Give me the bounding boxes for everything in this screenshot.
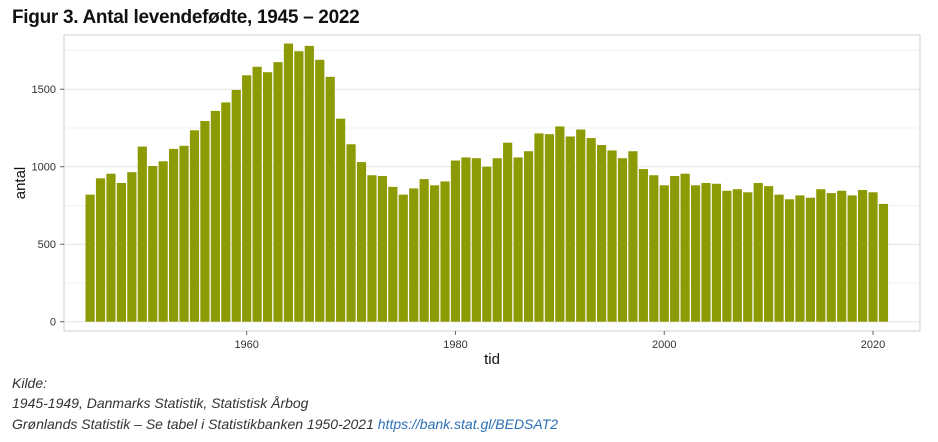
bar-1970	[346, 144, 356, 322]
x-tick-label: 2020	[861, 339, 885, 351]
bar-1968	[325, 76, 335, 322]
x-tick-label: 1960	[234, 339, 258, 351]
bar-1980	[450, 160, 461, 322]
bar-1958	[221, 102, 231, 322]
bar-1989	[544, 134, 555, 322]
bar-1969	[336, 118, 346, 322]
y-tick-label: 0	[50, 317, 56, 329]
x-tick-label: 2000	[652, 339, 676, 351]
source-label: Kilde:	[12, 375, 48, 391]
bar-1986	[513, 157, 523, 322]
bar-1957	[210, 110, 220, 322]
bar-1959	[231, 90, 241, 322]
y-tick-label: 500	[38, 239, 56, 251]
bar-2004	[701, 183, 711, 322]
y-axis-label: antal	[12, 167, 29, 200]
bar-1981	[461, 157, 471, 322]
bar-1948	[116, 183, 127, 322]
bar-chart: 0 500 1000 1500 1960 1980 2000 2020 tid antal	[12, 34, 921, 368]
bar-1966	[304, 45, 314, 322]
bar-1993	[586, 138, 596, 322]
bar-2003	[690, 185, 701, 322]
bar-1963	[273, 62, 283, 322]
x-axis-label: tid	[484, 351, 500, 368]
bar-1947	[106, 173, 116, 322]
bar-2005	[711, 183, 722, 322]
bar-1962	[262, 72, 273, 322]
bar-2021	[878, 203, 889, 322]
bar-1950	[137, 146, 147, 322]
bar-1979	[440, 181, 450, 322]
bar-2010	[764, 186, 774, 322]
bar-1999	[649, 175, 659, 322]
bar-1978	[429, 185, 440, 322]
bar-1997	[628, 151, 638, 322]
bar-2017	[837, 190, 847, 322]
bar-1974	[388, 186, 398, 322]
bar-1965	[294, 51, 304, 322]
bar-1953	[169, 148, 179, 322]
bar-1949	[127, 172, 137, 322]
bar-2020	[868, 192, 878, 322]
y-tick-label: 1000	[32, 162, 56, 174]
source-line-2-text: Grønlands Statistik – Se tabel i Statist…	[12, 416, 374, 432]
x-axis-ticks: 1960 1980 2000 2020	[234, 331, 885, 351]
source-line-1: 1945-1949, Danmarks Statistik, Statistis…	[12, 395, 309, 411]
bar-1971	[356, 162, 367, 322]
bar-1976	[409, 188, 419, 322]
bar-1983	[482, 166, 492, 322]
bar-2002	[680, 173, 690, 322]
bar-2001	[670, 176, 680, 322]
bar-2013	[795, 195, 805, 322]
bar-1996	[617, 158, 628, 322]
bar-1977	[419, 179, 429, 322]
bar-1990	[555, 126, 565, 322]
bar-1994	[597, 145, 607, 322]
bar-1955	[189, 130, 200, 322]
bar-1964	[283, 43, 294, 322]
bar-1982	[471, 158, 481, 322]
bar-1967	[315, 59, 325, 322]
bar-2014	[805, 197, 815, 322]
bar-1956	[200, 121, 210, 322]
bar-1972	[367, 175, 377, 322]
bar-1975	[398, 194, 408, 322]
bar-1954	[179, 145, 189, 322]
bar-2012	[784, 199, 795, 322]
x-tick-label: 1980	[443, 339, 467, 351]
bar-2016	[826, 193, 836, 322]
bars	[85, 43, 889, 322]
bar-1960	[242, 75, 252, 322]
bar-1951	[148, 165, 158, 322]
bar-1952	[158, 161, 168, 322]
bar-1946	[95, 178, 106, 322]
bar-2018	[847, 195, 857, 322]
source-line-2: Grønlands Statistik – Se tabel i Statist…	[12, 416, 558, 432]
bar-1998	[638, 169, 648, 322]
statbank-link[interactable]: https://bank.stat.gl/BEDSAT2	[377, 416, 559, 432]
bar-1973	[377, 176, 387, 322]
bar-1987	[523, 151, 534, 322]
y-axis-ticks: 0 500 1000 1500	[32, 84, 64, 329]
bar-1985	[503, 142, 513, 322]
bar-1984	[492, 158, 502, 322]
bar-2011	[774, 194, 784, 322]
bar-1992	[576, 129, 586, 322]
bar-2009	[753, 183, 763, 322]
bar-2019	[857, 189, 868, 322]
y-tick-label: 1500	[32, 84, 56, 96]
bar-2007	[732, 189, 742, 322]
bar-1945	[85, 194, 95, 322]
bar-1961	[252, 66, 262, 322]
chart-title: Figur 3. Antal levendefødte, 1945 – 2022	[12, 7, 360, 28]
bar-2008	[743, 192, 753, 322]
bar-2015	[816, 189, 826, 322]
bar-2006	[722, 190, 732, 322]
bar-1988	[534, 133, 544, 322]
bar-1995	[607, 150, 617, 322]
bar-1991	[565, 136, 575, 322]
bar-2000	[659, 185, 669, 322]
